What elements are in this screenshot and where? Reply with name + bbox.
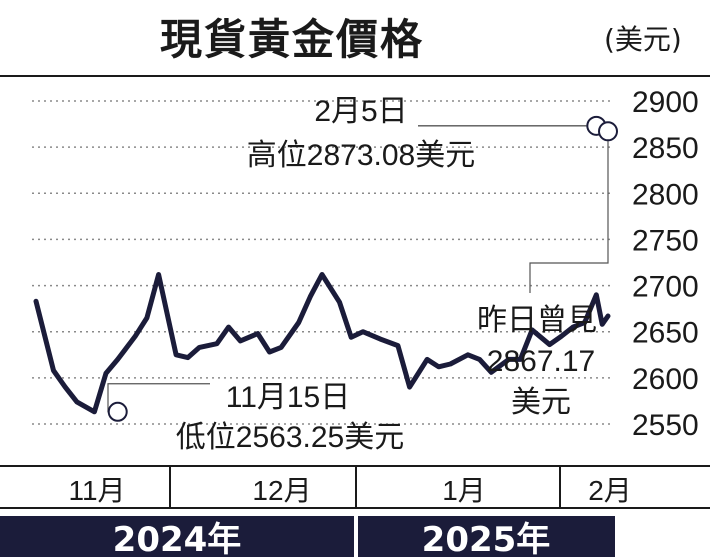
annotation-leaders bbox=[107, 125, 609, 413]
year-block-2024 bbox=[0, 516, 354, 557]
month-labels: 11月 12月 1月 2月 bbox=[0, 466, 710, 509]
year-bar: 2024年 2025年 bbox=[0, 516, 615, 557]
y-tick-label: 2600 bbox=[632, 363, 699, 396]
month-label: 11月 bbox=[68, 475, 125, 506]
year-label: 2025年 bbox=[422, 520, 551, 557]
low-date-label: 11月15日 bbox=[226, 381, 351, 414]
month-label: 1月 bbox=[442, 475, 486, 506]
high-date-label: 2月5日 bbox=[314, 95, 407, 128]
y-tick-label: 2650 bbox=[632, 317, 699, 350]
y-tick-label: 2900 bbox=[632, 86, 699, 119]
yesterday-value-label: 2867.17 bbox=[487, 345, 595, 378]
y-tick-label: 2850 bbox=[632, 132, 699, 165]
high-value-label: 高位2873.08美元 bbox=[247, 139, 475, 172]
unit-label: (美元) bbox=[604, 23, 682, 56]
leader-yesterday bbox=[529, 140, 609, 293]
yesterday-label: 昨日曾見 bbox=[477, 304, 597, 337]
chart-title: 現貨黃金價格 bbox=[160, 15, 425, 64]
month-label: 12月 bbox=[252, 475, 311, 506]
y-tick-label: 2550 bbox=[632, 409, 699, 442]
y-tick-label: 2800 bbox=[632, 178, 699, 211]
price-line bbox=[33, 272, 611, 415]
low-value-label: 低位2563.25美元 bbox=[176, 421, 404, 454]
y-tick-label: 2700 bbox=[632, 271, 699, 304]
yesterday-unit-label: 美元 bbox=[511, 386, 571, 419]
low-marker bbox=[107, 401, 128, 422]
yesterday-marker bbox=[598, 121, 618, 142]
year-label: 2024年 bbox=[113, 520, 242, 557]
annotation-markers bbox=[107, 115, 618, 422]
y-tick-label: 2750 bbox=[632, 224, 699, 257]
grid-lines bbox=[32, 100, 612, 425]
month-label: 2月 bbox=[588, 475, 632, 506]
year-block-2025 bbox=[358, 516, 615, 557]
y-axis-ticks: 2550 2600 2650 2700 2750 2800 2850 2900 bbox=[632, 86, 699, 442]
